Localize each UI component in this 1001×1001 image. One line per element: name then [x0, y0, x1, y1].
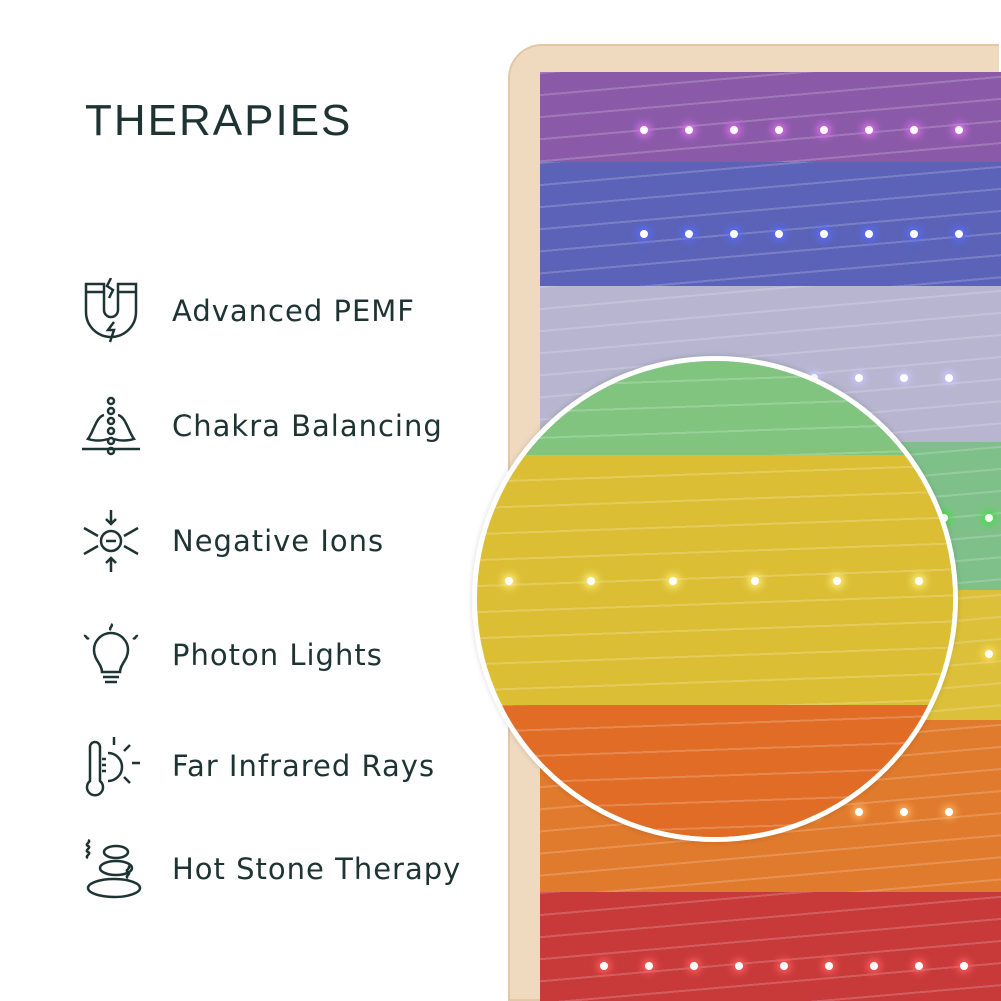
- meditation-chakra-icon: [82, 396, 140, 456]
- led-light: [915, 577, 923, 585]
- led-light: [915, 962, 923, 970]
- magnet-icon: [84, 278, 138, 343]
- therapy-label: Photon Lights: [172, 638, 383, 672]
- led-light: [780, 962, 788, 970]
- led-light: [685, 230, 693, 238]
- led-light: [640, 230, 648, 238]
- purple-stripe: [540, 72, 1001, 162]
- page-title: THERAPIES: [85, 96, 353, 145]
- led-light: [865, 230, 873, 238]
- led-light: [587, 577, 595, 585]
- led-light: [910, 230, 918, 238]
- therapy-item-hotstone: Hot Stone Therapy: [78, 834, 461, 904]
- therapy-item-chakra: Chakra Balancing: [78, 391, 443, 461]
- orange-band: [477, 705, 953, 837]
- therapy-label: Hot Stone Therapy: [172, 852, 462, 886]
- therapy-label: Negative Ions: [172, 524, 385, 558]
- led-light: [645, 962, 653, 970]
- led-light: [985, 514, 993, 522]
- led-light: [820, 230, 828, 238]
- led-light: [833, 577, 841, 585]
- led-light: [600, 962, 608, 970]
- led-light: [669, 577, 677, 585]
- led-light: [825, 962, 833, 970]
- led-light: [685, 126, 693, 134]
- blue-stripe: [540, 162, 1001, 286]
- led-light: [735, 962, 743, 970]
- magnifier-lens: [472, 356, 958, 842]
- led-light: [751, 577, 759, 585]
- therapy-item-infrared: Far Infrared Rays: [78, 731, 435, 801]
- led-light: [910, 126, 918, 134]
- led-light: [730, 230, 738, 238]
- led-light: [690, 962, 698, 970]
- therapy-item-pemf: Advanced PEMF: [78, 276, 415, 346]
- led-light: [865, 126, 873, 134]
- led-light: [730, 126, 738, 134]
- green-band: [477, 361, 953, 455]
- yellow-band: [477, 455, 953, 705]
- led-light: [870, 962, 878, 970]
- led-light: [955, 230, 963, 238]
- led-light: [985, 650, 993, 658]
- lightbulb-icon: [83, 622, 139, 684]
- therapy-label: Far Infrared Rays: [172, 749, 436, 783]
- hot-stones-icon: [85, 838, 142, 899]
- therapy-label: Chakra Balancing: [172, 409, 443, 443]
- therapy-item-photon: Photon Lights: [78, 620, 383, 690]
- negative-ion-icon: [83, 510, 139, 572]
- led-light: [775, 126, 783, 134]
- led-light: [775, 230, 783, 238]
- red-stripe: [540, 892, 1001, 1001]
- therapy-label: Advanced PEMF: [172, 294, 415, 328]
- thermometer-sun-icon: [85, 737, 140, 797]
- led-light: [960, 962, 968, 970]
- led-light: [505, 577, 513, 585]
- led-light: [955, 126, 963, 134]
- therapy-item-ions: Negative Ions: [78, 506, 384, 576]
- led-light: [820, 126, 828, 134]
- led-light: [640, 126, 648, 134]
